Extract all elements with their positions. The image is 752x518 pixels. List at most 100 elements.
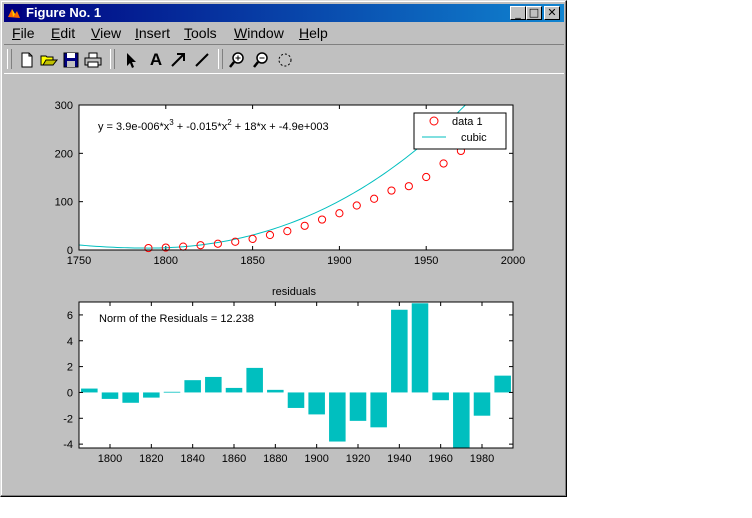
fit-xtick-label: 1950 bbox=[414, 255, 438, 267]
data-point bbox=[370, 194, 379, 203]
data-point bbox=[404, 182, 413, 191]
menu-window-rest: indow bbox=[247, 25, 284, 41]
res-xtick-label: 1800 bbox=[98, 453, 122, 465]
data-point bbox=[231, 237, 240, 246]
legend-label-data1: data 1 bbox=[452, 116, 483, 128]
minimize-button[interactable]: _ bbox=[510, 6, 526, 20]
res-ytick-label: 6 bbox=[67, 310, 73, 322]
res-xtick-label: 1840 bbox=[180, 453, 204, 465]
fit-xtick-label: 2000 bbox=[501, 255, 525, 267]
fit-xtick-label: 1850 bbox=[240, 255, 264, 267]
maximize-icon: □ bbox=[528, 6, 540, 19]
data-point bbox=[213, 239, 222, 248]
data-point bbox=[439, 159, 448, 168]
res-xtick-label: 1900 bbox=[304, 453, 328, 465]
data-point bbox=[265, 230, 275, 240]
matlab-logo-icon bbox=[6, 5, 22, 21]
legend-marker-data1 bbox=[429, 116, 439, 126]
residual-bar bbox=[473, 392, 491, 416]
data-point bbox=[248, 234, 257, 243]
menu-window[interactable]: Window bbox=[234, 25, 284, 41]
zoom-in-icon[interactable] bbox=[227, 50, 247, 70]
save-icon[interactable] bbox=[61, 50, 81, 70]
insert-line-icon[interactable] bbox=[192, 50, 212, 70]
figure-window: Figure No. 1 _ □ ✕ File Edit View Insert Too… bbox=[0, 0, 567, 497]
res-ytick-label: 0 bbox=[67, 387, 73, 399]
fit-xtick-label: 1900 bbox=[327, 255, 351, 267]
fit-ytick-label: 100 bbox=[55, 197, 73, 209]
legend-label-cubic: cubic bbox=[461, 132, 487, 144]
fit-xtick-label: 1800 bbox=[154, 255, 178, 267]
res-ytick-label: -2 bbox=[63, 413, 73, 425]
menu-edit[interactable]: Edit bbox=[51, 25, 76, 41]
data-point bbox=[352, 201, 361, 210]
fit-ytick-label: 300 bbox=[55, 100, 73, 112]
data-point bbox=[144, 243, 153, 253]
fit-legend[interactable]: data 1 cubic bbox=[413, 112, 507, 150]
data-point bbox=[387, 186, 396, 195]
menu-file[interactable]: File bbox=[12, 25, 35, 41]
residual-bar bbox=[349, 392, 367, 421]
residuals-axes[interactable] bbox=[79, 302, 513, 448]
residual-bar bbox=[122, 392, 139, 403]
residuals-norm-annotation: Norm of the Residuals = 12.238 bbox=[99, 313, 254, 325]
residual-bar bbox=[184, 380, 201, 393]
window-title: Figure No. 1 bbox=[26, 5, 102, 20]
residual-bar bbox=[287, 392, 305, 408]
open-file-icon[interactable] bbox=[39, 50, 59, 70]
res-ytick-label: 4 bbox=[67, 336, 73, 348]
menu-view[interactable]: View bbox=[91, 25, 122, 41]
menu-edit-rest: dit bbox=[60, 25, 76, 41]
res-xtick-label: 1920 bbox=[346, 453, 370, 465]
menu-tools[interactable]: Tools bbox=[184, 25, 217, 41]
data-point bbox=[300, 221, 309, 230]
toolbar: A bbox=[4, 44, 564, 74]
menu-help[interactable]: Help bbox=[299, 25, 328, 41]
toolbar-separator bbox=[110, 49, 115, 69]
residual-bar bbox=[246, 367, 263, 393]
residual-bar bbox=[329, 392, 346, 442]
new-file-icon[interactable] bbox=[17, 50, 37, 70]
insert-arrow-icon[interactable] bbox=[168, 50, 188, 70]
data-point bbox=[283, 227, 292, 236]
toolbar-separator-2 bbox=[218, 49, 223, 69]
zoom-out-icon[interactable] bbox=[251, 50, 271, 70]
data-point bbox=[196, 241, 205, 250]
select-arrow-icon[interactable] bbox=[121, 50, 141, 70]
fit-ytick-label: 0 bbox=[67, 245, 73, 257]
rotate-icon[interactable] bbox=[275, 50, 295, 70]
toolbar-grip[interactable] bbox=[7, 49, 12, 69]
res-xtick-label: 1940 bbox=[387, 453, 411, 465]
fit-xtick-label: 1750 bbox=[67, 255, 91, 267]
close-button[interactable]: ✕ bbox=[544, 6, 560, 20]
data-point bbox=[422, 172, 431, 182]
residual-bar bbox=[432, 392, 449, 401]
residual-bar bbox=[205, 376, 222, 393]
res-xtick-label: 1880 bbox=[263, 453, 287, 465]
insert-text-icon[interactable]: A bbox=[149, 50, 163, 69]
menu-view-rest: iew bbox=[100, 25, 122, 41]
fit-ytick-label: 200 bbox=[55, 148, 73, 160]
res-axes-frame bbox=[78, 301, 514, 449]
menu-bar: File Edit View Insert Tools Window Help bbox=[4, 23, 564, 43]
residual-bar bbox=[143, 392, 160, 398]
residual-bar bbox=[101, 392, 119, 399]
data-point bbox=[317, 215, 327, 224]
fit-axes-frame bbox=[78, 104, 514, 251]
maximize-button[interactable]: □ bbox=[526, 6, 542, 20]
res-xtick-label: 1820 bbox=[139, 453, 163, 465]
menu-insert[interactable]: Insert bbox=[135, 25, 171, 41]
res-xtick-label: 1980 bbox=[470, 453, 494, 465]
res-xtick-label: 1960 bbox=[428, 453, 452, 465]
residual-bar bbox=[411, 303, 429, 393]
residual-bar bbox=[225, 387, 243, 393]
title-bar[interactable]: Figure No. 1 _ □ ✕ bbox=[4, 4, 564, 22]
close-icon: ✕ bbox=[547, 6, 557, 19]
residuals-title: residuals bbox=[272, 286, 317, 298]
print-icon[interactable] bbox=[83, 50, 103, 70]
data-point bbox=[161, 243, 170, 252]
residual-bar bbox=[163, 391, 181, 393]
residual-bar bbox=[453, 392, 470, 448]
menu-tools-rest: ools bbox=[191, 25, 217, 41]
menu-insert-rest: nsert bbox=[138, 25, 171, 41]
